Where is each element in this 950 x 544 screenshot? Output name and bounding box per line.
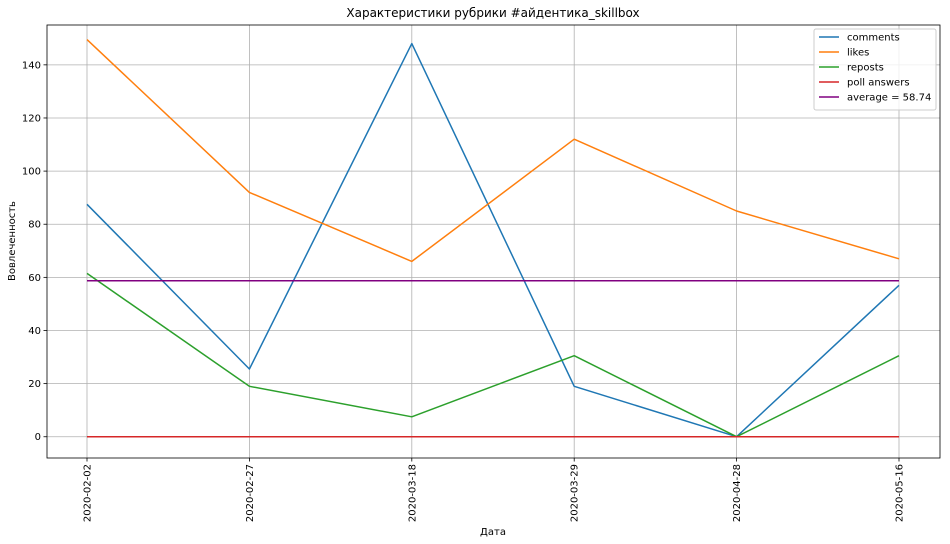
legend-box (813, 28, 937, 111)
legend-label-average: average = 58.74 (847, 93, 931, 104)
x-tick-label: 2020-05-16 (895, 464, 906, 522)
x-tick-label: 2020-03-29 (570, 464, 581, 522)
y-tick-label: 20 (28, 379, 41, 390)
y-tick-label: 100 (22, 167, 41, 178)
y-tick-label: 60 (28, 273, 41, 284)
y-axis: 0 20 40 60 80 100 120 140 (22, 60, 47, 443)
y-axis-label: Вовлеченность (7, 201, 18, 281)
x-axis: 2020-02-02 2020-02-27 2020-03-18 2020-03-29… (83, 458, 906, 522)
x-tick-label: 2020-02-27 (245, 464, 256, 522)
series-line-likes (86, 39, 900, 263)
series-line-reposts (86, 272, 900, 438)
y-tick-label: 120 (22, 113, 41, 124)
series-line-comments (86, 42, 900, 438)
series-layer (86, 39, 900, 438)
legend: comments likes reposts poll answers average … (813, 28, 937, 111)
legend-label-poll: poll answers (847, 78, 910, 89)
x-axis-label: Дата (480, 527, 506, 538)
x-tick-label: 2020-02-02 (83, 464, 94, 522)
y-tick-label: 80 (28, 220, 41, 231)
y-tick-label: 40 (28, 326, 41, 337)
legend-label-likes: likes (847, 48, 869, 59)
chart-title: Характеристики рубрики #айдентика_skillb… (346, 6, 639, 20)
x-tick-label: 2020-04-28 (732, 464, 743, 522)
legend-label-reposts: reposts (847, 63, 884, 74)
plot-frame (46, 24, 941, 459)
x-tick-label: 2020-03-18 (407, 464, 418, 522)
grid (47, 25, 940, 458)
legend-label-comments: comments (847, 33, 900, 44)
y-tick-label: 0 (35, 432, 41, 443)
y-tick-label: 140 (22, 60, 41, 71)
